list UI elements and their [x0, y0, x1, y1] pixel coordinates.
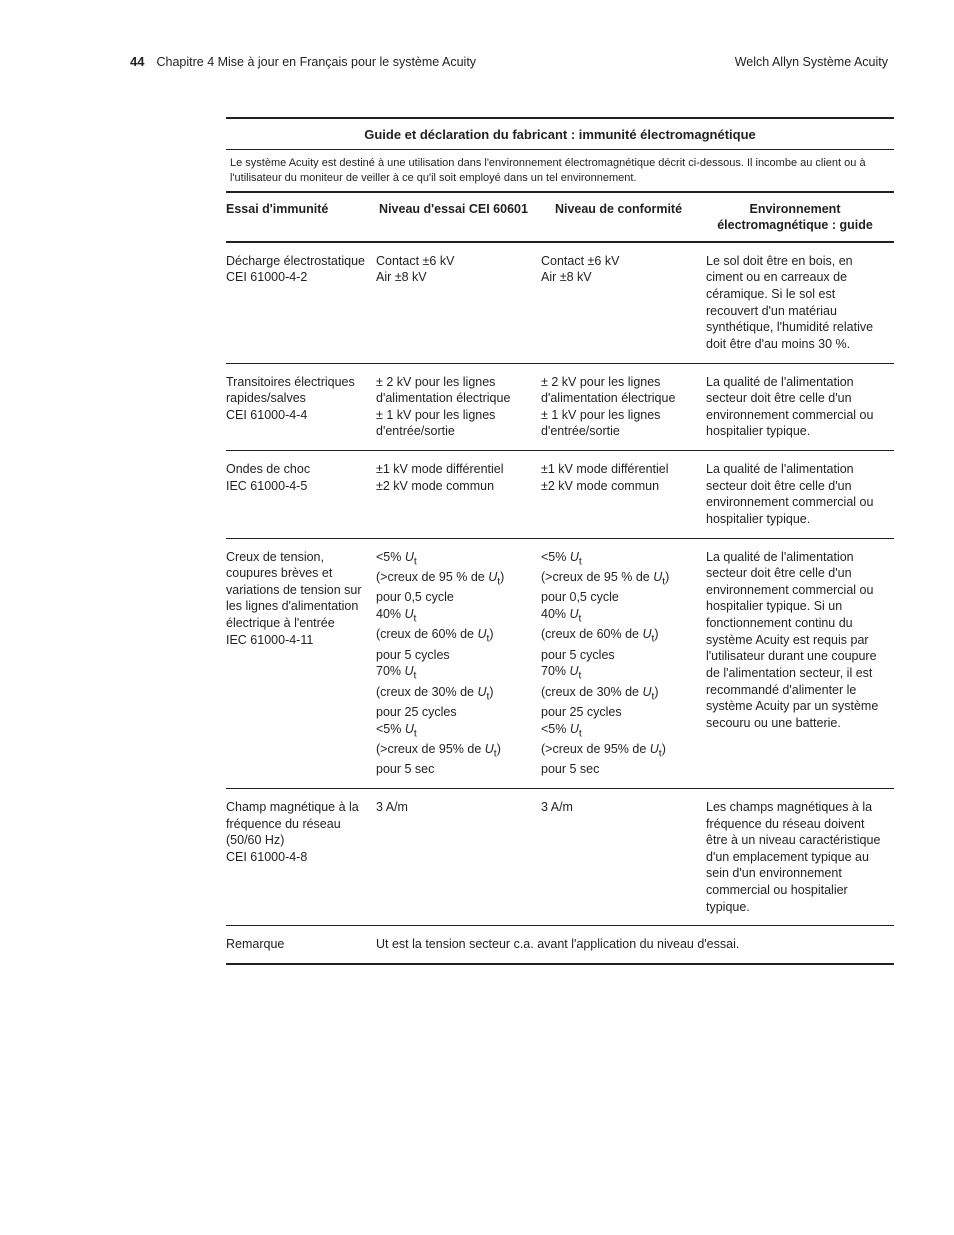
header-left: 44 Chapitre 4 Mise à jour en Français po… — [130, 54, 476, 71]
cell-test: Champ magnétique à la fréquence du résea… — [226, 788, 376, 925]
cell-compliance: 3 A/m — [541, 788, 706, 925]
col-header-level: Niveau d'essai CEI 60601 — [376, 193, 541, 242]
cell-note: Ut est la tension secteur c.a. avant l'a… — [376, 926, 894, 964]
cell-environment: La qualité de l'alimentation secteur doi… — [706, 538, 894, 788]
document-page: 44 Chapitre 4 Mise à jour en Français po… — [0, 0, 954, 965]
table-body: Décharge électrostatique CEI 61000-4-2Co… — [226, 242, 894, 964]
cell-environment: La qualité de l'alimentation secteur doi… — [706, 451, 894, 539]
cell-level: ± 2 kV pour les lignes d'alimentation él… — [376, 363, 541, 451]
cell-level: 3 A/m — [376, 788, 541, 925]
cell-level: <5% Ut(>creux de 95 % de Ut)pour 0,5 cyc… — [376, 538, 541, 788]
col-header-compliance: Niveau de conformité — [541, 193, 706, 242]
table-intro: Le système Acuity est destiné à une util… — [226, 150, 894, 193]
cell-test: Décharge électrostatique CEI 61000-4-2 — [226, 242, 376, 363]
table-row: Champ magnétique à la fréquence du résea… — [226, 788, 894, 925]
cell-test: Remarque — [226, 926, 376, 964]
cell-environment: La qualité de l'alimentation secteur doi… — [706, 363, 894, 451]
cell-environment: Les champs magnétiques à la fréquence du… — [706, 788, 894, 925]
page-number: 44 — [130, 54, 144, 71]
col-header-environment: Environnement électromagnétique : guide — [706, 193, 894, 242]
table-row: RemarqueUt est la tension secteur c.a. a… — [226, 926, 894, 964]
cell-test: Ondes de chocIEC 61000-4-5 — [226, 451, 376, 539]
chapter-title: Chapitre 4 Mise à jour en Français pour … — [156, 54, 476, 70]
table-row: Décharge électrostatique CEI 61000-4-2Co… — [226, 242, 894, 363]
header-right: Welch Allyn Système Acuity — [735, 54, 888, 70]
table-title: Guide et déclaration du fabricant : immu… — [226, 117, 894, 151]
cell-compliance: ±1 kV mode différentiel±2 kV mode commun — [541, 451, 706, 539]
cell-compliance: <5% Ut(>creux de 95 % de Ut)pour 0,5 cyc… — [541, 538, 706, 788]
table-header-row: Essai d'immunité Niveau d'essai CEI 6060… — [226, 193, 894, 242]
emc-immunity-table: Essai d'immunité Niveau d'essai CEI 6060… — [226, 193, 894, 965]
cell-compliance: ± 2 kV pour les lignes d'alimentation él… — [541, 363, 706, 451]
cell-environment: Le sol doit être en bois, en ciment ou e… — [706, 242, 894, 363]
table-row: Creux de tension, coupures brèves et var… — [226, 538, 894, 788]
running-header: 44 Chapitre 4 Mise à jour en Français po… — [130, 54, 894, 71]
cell-level: Contact ±6 kVAir ±8 kV — [376, 242, 541, 363]
col-header-test: Essai d'immunité — [226, 193, 376, 242]
cell-test: Transitoires électriques rapides/salvesC… — [226, 363, 376, 451]
cell-test: Creux de tension, coupures brèves et var… — [226, 538, 376, 788]
table-row: Transitoires électriques rapides/salvesC… — [226, 363, 894, 451]
cell-compliance: Contact ±6 kVAir ±8 kV — [541, 242, 706, 363]
cell-level: ±1 kV mode différentiel±2 kV mode commun — [376, 451, 541, 539]
content-block: Guide et déclaration du fabricant : immu… — [226, 117, 894, 965]
table-row: Ondes de chocIEC 61000-4-5±1 kV mode dif… — [226, 451, 894, 539]
